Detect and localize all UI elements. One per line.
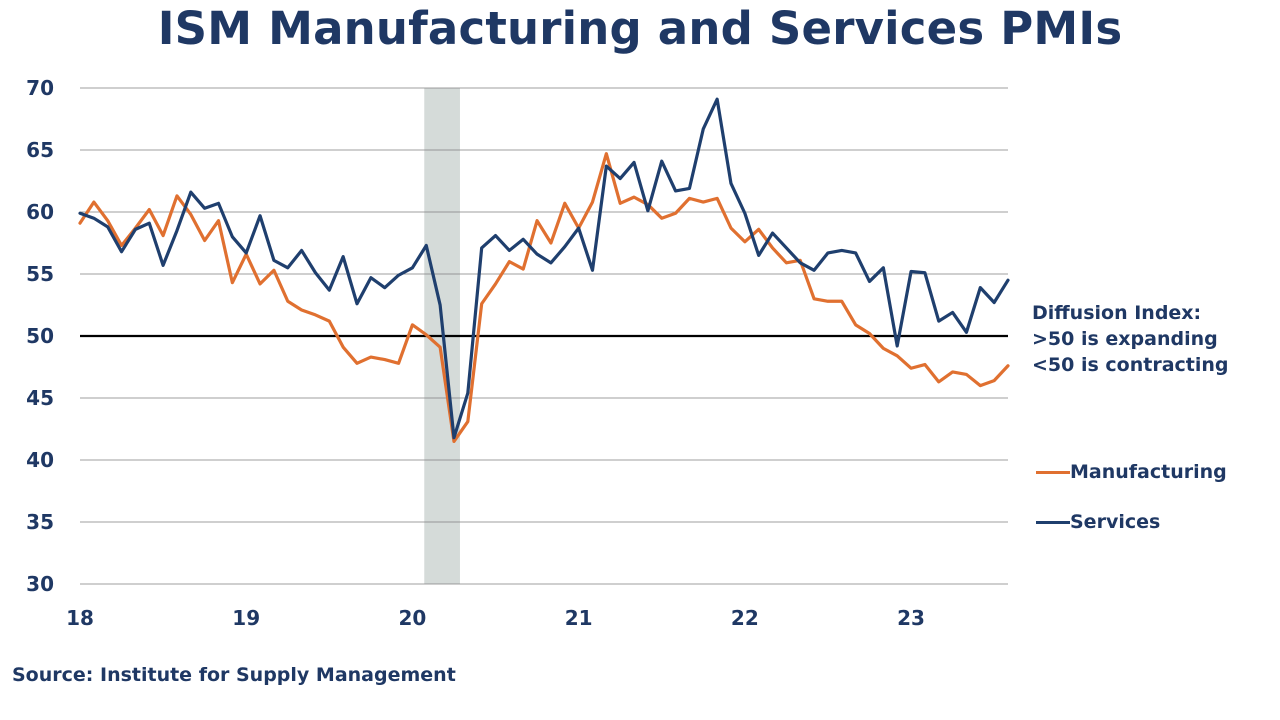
x-tick-label-19: 19	[232, 606, 260, 630]
diffusion-index-expanding: >50 is expanding	[1032, 328, 1218, 350]
diffusion-index-contracting: <50 is contracting	[1032, 354, 1229, 376]
y-tick-label-45: 45	[26, 386, 54, 410]
chart-legend: Manufacturing Services	[1036, 458, 1227, 558]
x-tick-label-18: 18	[66, 606, 94, 630]
legend-label-services: Services	[1070, 511, 1161, 533]
x-tick-label-23: 23	[897, 606, 925, 630]
diffusion-index-note: Diffusion Index: >50 is expanding <50 is…	[1032, 300, 1229, 378]
legend-item-services: Services	[1036, 508, 1227, 536]
y-tick-label-35: 35	[26, 510, 54, 534]
x-tick-label-20: 20	[398, 606, 426, 630]
y-axis-tick-labels: 30 35 40 45 50 55 60 65 70	[26, 76, 54, 596]
source-note: Source: Institute for Supply Management	[12, 664, 456, 686]
legend-label-manufacturing: Manufacturing	[1070, 461, 1227, 483]
legend-swatch-services	[1036, 520, 1070, 524]
y-tick-label-30: 30	[26, 572, 54, 596]
x-axis-tick-labels: 18 19 20 21 22 23	[66, 606, 925, 630]
series-lines	[78, 97, 1010, 443]
y-tick-label-65: 65	[26, 138, 54, 162]
y-tick-label-55: 55	[26, 262, 54, 286]
series-line-manufacturing	[78, 152, 1010, 443]
y-tick-label-60: 60	[26, 200, 54, 224]
diffusion-index-heading: Diffusion Index:	[1032, 302, 1202, 324]
y-tick-label-70: 70	[26, 76, 54, 100]
series-line-services	[78, 97, 1010, 440]
y-tick-label-50: 50	[26, 324, 54, 348]
legend-item-manufacturing: Manufacturing	[1036, 458, 1227, 486]
chart-title: ISM Manufacturing and Services PMIs	[157, 2, 1123, 55]
legend-swatch-manufacturing	[1036, 470, 1070, 474]
x-tick-label-21: 21	[565, 606, 593, 630]
y-tick-label-40: 40	[26, 448, 54, 472]
x-tick-label-22: 22	[731, 606, 759, 630]
